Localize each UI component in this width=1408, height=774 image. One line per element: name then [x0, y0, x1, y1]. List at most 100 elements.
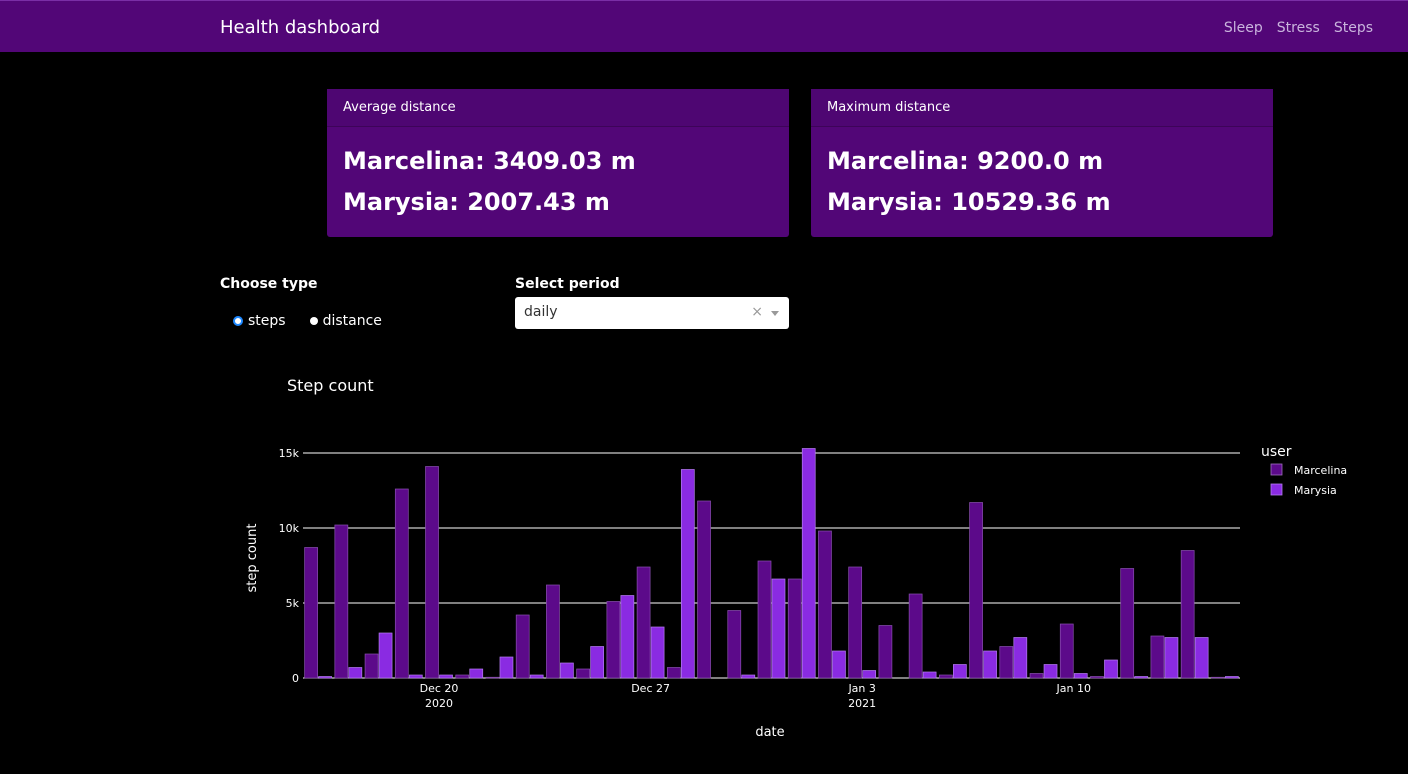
x-tick-label: Jan 10: [1056, 682, 1091, 695]
bar-marcelina[interactable]: [908, 593, 923, 679]
bar-marysia[interactable]: [741, 674, 756, 679]
y-tick-label: 0: [292, 672, 299, 685]
bar-marysia[interactable]: [922, 671, 937, 679]
chevron-down-icon[interactable]: [771, 311, 779, 316]
bar-marcelina[interactable]: [1150, 635, 1165, 679]
bar-marcelina[interactable]: [546, 584, 560, 679]
x-tick-year-label: 2021: [848, 697, 876, 710]
bar-marysia[interactable]: [1164, 637, 1179, 679]
bar-marysia[interactable]: [1013, 637, 1028, 679]
legend-label-marcelina: Marcelina: [1294, 464, 1347, 477]
type-radio-group: steps distance: [233, 313, 382, 329]
x-tick-label: Dec 27: [631, 682, 670, 695]
x-tick-year-label: 2020: [425, 697, 453, 710]
bar-marcelina[interactable]: [878, 625, 893, 679]
bar-marysia[interactable]: [620, 595, 635, 679]
x-tick-label: Jan 3: [847, 682, 875, 695]
brand-title[interactable]: Health dashboard: [220, 17, 381, 38]
bar-marcelina[interactable]: [787, 578, 802, 679]
bar-marysia[interactable]: [378, 632, 393, 679]
bar-marcelina[interactable]: [304, 547, 318, 679]
period-selected-value: daily: [524, 304, 558, 320]
y-axis-label: step count: [245, 524, 260, 593]
clear-icon[interactable]: ×: [751, 304, 763, 320]
bar-marcelina[interactable]: [1211, 676, 1225, 679]
bar-marcelina[interactable]: [425, 466, 439, 679]
legend-swatch-marysia: [1270, 483, 1283, 496]
bar-marcelina[interactable]: [364, 653, 379, 679]
bar-marysia[interactable]: [832, 650, 846, 679]
bar-marysia[interactable]: [801, 448, 816, 679]
nav-link-sleep[interactable]: Sleep: [1223, 20, 1263, 36]
bar-marysia[interactable]: [590, 646, 604, 679]
legend-label-marysia: Marysia: [1294, 484, 1337, 497]
radio-distance[interactable]: distance: [309, 313, 382, 329]
period-dropdown[interactable]: daily ×: [515, 297, 789, 329]
nav-link-stress[interactable]: Stress: [1276, 20, 1320, 36]
card-header: Average distance: [327, 89, 789, 127]
bar-marcelina[interactable]: [848, 566, 863, 679]
bar-marcelina[interactable]: [576, 668, 590, 679]
card-value-marcelina: Marcelina: 3409.03 m: [343, 147, 636, 175]
bar-marcelina[interactable]: [1180, 550, 1195, 679]
bar-marcelina[interactable]: [515, 614, 530, 679]
bar-marcelina[interactable]: [334, 524, 349, 679]
choose-type-label: Choose type: [220, 276, 318, 292]
y-tick-label: 5k: [286, 597, 300, 610]
select-period-label: Select period: [515, 276, 620, 292]
bar-marcelina[interactable]: [485, 676, 500, 679]
card-value-marcelina: Marcelina: 9200.0 m: [827, 147, 1104, 175]
bar-marcelina[interactable]: [818, 530, 832, 679]
bar-marysia[interactable]: [560, 662, 574, 679]
bar-marcelina[interactable]: [666, 667, 681, 679]
x-axis-label: date: [755, 725, 784, 740]
bar-marcelina[interactable]: [999, 646, 1014, 679]
radio-steps[interactable]: steps: [233, 313, 286, 329]
bar-marysia[interactable]: [1194, 637, 1209, 679]
bar-marcelina[interactable]: [939, 674, 953, 679]
bar-marcelina[interactable]: [697, 500, 711, 679]
nav-links: Sleep Stress Steps: [1224, 20, 1373, 36]
bar-marysia[interactable]: [318, 676, 332, 679]
bar-marcelina[interactable]: [757, 560, 772, 679]
bar-marcelina[interactable]: [636, 566, 651, 679]
bar-marysia[interactable]: [408, 674, 423, 679]
bar-marysia[interactable]: [650, 626, 665, 679]
bar-marysia[interactable]: [529, 674, 544, 679]
bar-marysia[interactable]: [1043, 664, 1058, 679]
bar-marcelina[interactable]: [727, 610, 742, 679]
radio-unchecked-icon[interactable]: [309, 317, 318, 325]
bar-marysia[interactable]: [469, 668, 484, 679]
radio-checked-icon[interactable]: [233, 316, 243, 326]
bar-marcelina[interactable]: [1090, 676, 1104, 679]
bar-marcelina[interactable]: [1029, 673, 1044, 679]
bar-marcelina[interactable]: [1059, 623, 1074, 679]
bar-marysia[interactable]: [1225, 676, 1239, 679]
bar-marysia[interactable]: [680, 469, 695, 679]
bar-marcelina[interactable]: [1120, 568, 1135, 679]
nav-link-steps[interactable]: Steps: [1333, 20, 1373, 36]
bar-marysia[interactable]: [862, 670, 877, 679]
bar-marysia[interactable]: [1073, 673, 1088, 679]
bar-marysia[interactable]: [348, 667, 363, 679]
bar-marysia[interactable]: [439, 674, 453, 679]
bar-marysia[interactable]: [771, 578, 786, 679]
navbar: Health dashboard Sleep Stress Steps: [0, 0, 1408, 52]
average-distance-card: Average distance Marcelina: 3409.03 m Ma…: [327, 89, 789, 237]
bar-marysia[interactable]: [983, 650, 997, 679]
bar-marysia[interactable]: [1134, 676, 1149, 679]
bar-marcelina[interactable]: [606, 601, 621, 679]
bar-marcelina[interactable]: [394, 488, 409, 679]
bar-marcelina[interactable]: [455, 674, 470, 679]
card-header: Maximum distance: [811, 89, 1273, 127]
y-tick-label: 10k: [279, 522, 300, 535]
legend-item-marysia[interactable]: Marysia: [1270, 483, 1337, 497]
legend-item-marcelina[interactable]: Marcelina: [1270, 463, 1347, 477]
chart-title: Step count: [287, 376, 374, 395]
bar-marysia[interactable]: [953, 664, 967, 679]
bar-marysia[interactable]: [1104, 659, 1118, 679]
bar-marcelina[interactable]: [969, 502, 983, 679]
bar-marysia[interactable]: [499, 656, 514, 679]
legend-title: user: [1261, 444, 1292, 460]
